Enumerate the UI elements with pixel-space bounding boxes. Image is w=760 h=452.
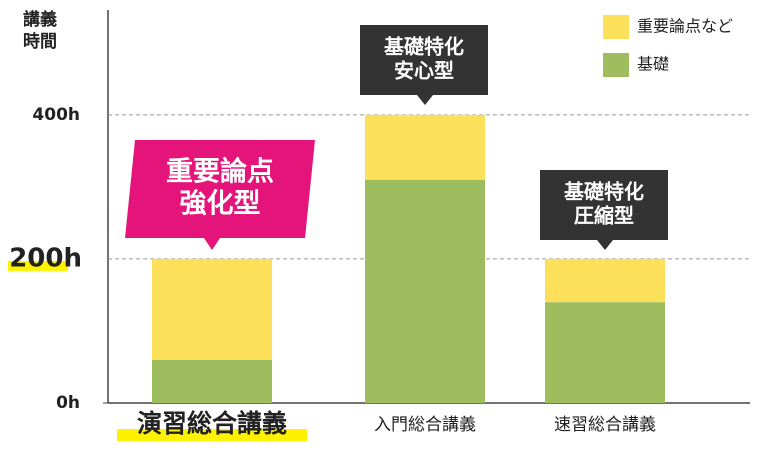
bar-segment	[545, 302, 665, 403]
y-tick-label: 400h	[32, 105, 80, 125]
callout-pointer	[204, 238, 220, 250]
legend-swatch	[603, 15, 629, 39]
category-highlight	[117, 429, 307, 441]
bar-segment	[152, 359, 272, 403]
callout-text: 基礎特化	[384, 35, 464, 59]
y-axis-label: 講義	[23, 9, 57, 30]
callout-text: 基礎特化	[564, 180, 644, 204]
bar-segment	[545, 258, 665, 303]
legend-label: 基礎	[637, 55, 669, 74]
bar-segment	[152, 258, 272, 360]
callout-pointer	[417, 95, 433, 105]
x-tick-label: 速習総合講義	[554, 415, 656, 435]
callout-text: 圧縮型	[574, 204, 634, 228]
y-axis-label: 時間	[23, 31, 57, 52]
callout-text: 安心型	[394, 59, 454, 83]
x-tick-label: 入門総合講義	[374, 415, 476, 435]
callout-text: 重要論点	[166, 155, 274, 187]
y-tick-label: 0h	[56, 393, 80, 413]
tick-highlight	[8, 260, 68, 271]
callout-box	[125, 140, 315, 238]
bar-segment	[365, 114, 485, 180]
y-tick-label: 200h	[9, 243, 82, 273]
callout-box	[540, 170, 668, 240]
callout-box	[360, 25, 488, 95]
legend-label: 重要論点など	[637, 17, 733, 36]
x-tick-label: 演習総合講義	[137, 409, 287, 438]
legend-swatch	[603, 53, 629, 77]
bar-segment	[365, 179, 485, 403]
callout-pointer	[597, 240, 613, 250]
callout-text: 強化型	[180, 189, 261, 220]
